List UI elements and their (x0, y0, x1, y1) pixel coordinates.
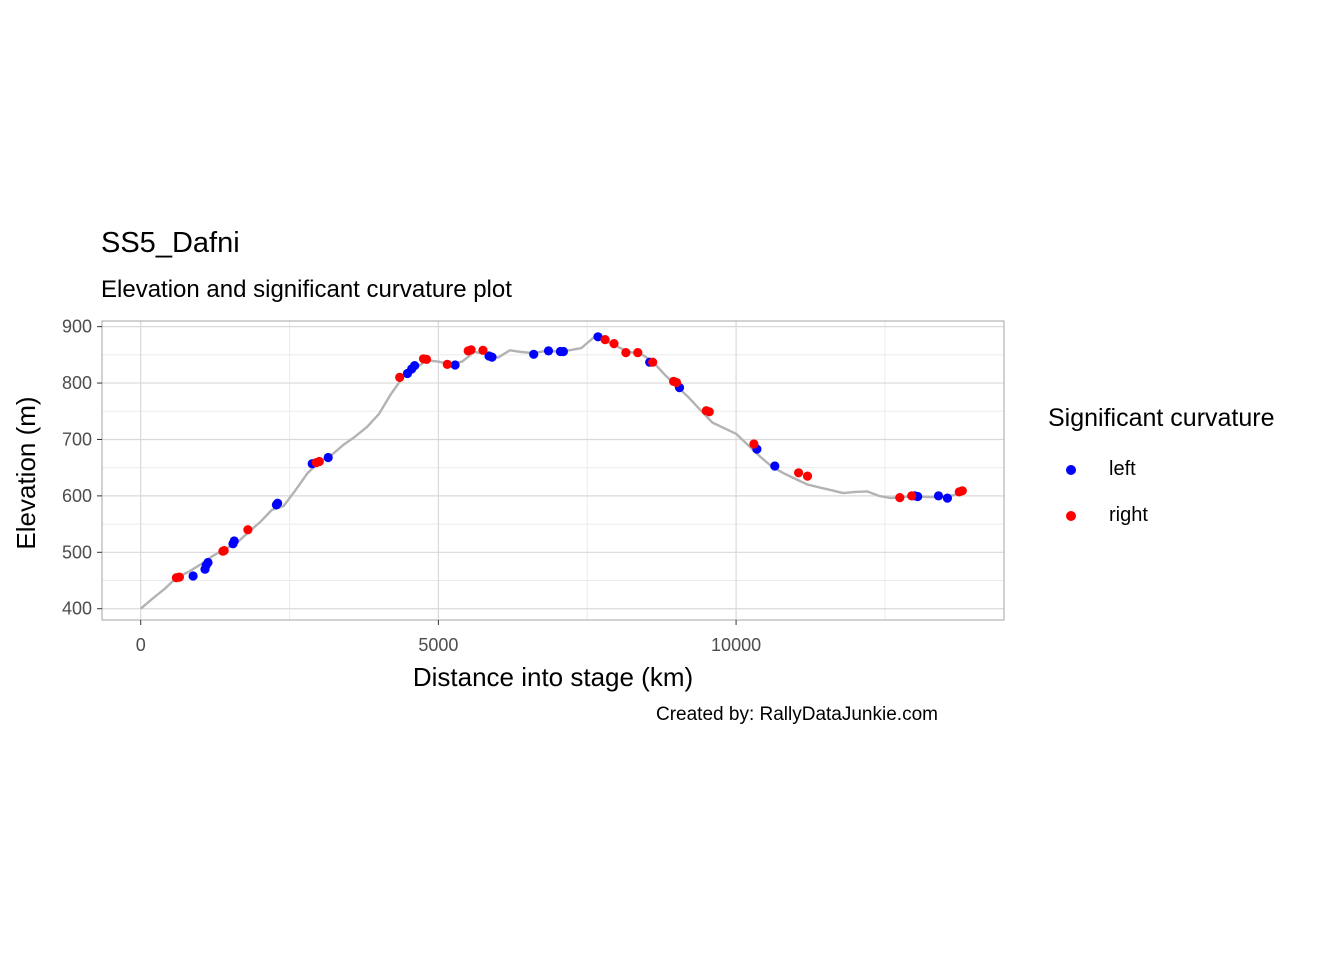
curvature-point-right (794, 468, 804, 478)
curvature-point-left (188, 571, 198, 581)
curvature-point-right (957, 486, 967, 496)
x-tick-label: 10000 (711, 635, 761, 655)
curvature-point-right (907, 491, 917, 501)
curvature-point-left (450, 360, 460, 370)
chart-title: SS5_Dafni (101, 227, 240, 259)
curvature-point-left (487, 352, 497, 362)
y-tick-label: 700 (62, 429, 92, 449)
y-tick-label: 800 (62, 373, 92, 393)
curvature-point-left (229, 536, 239, 546)
y-tick-label: 500 (62, 542, 92, 562)
curvature-point-right (749, 439, 759, 449)
curvature-point-right (243, 525, 253, 535)
chart-caption: Created by: RallyDataJunkie.com (656, 704, 938, 725)
curvature-point-left (543, 346, 554, 356)
curvature-point-right (219, 546, 229, 556)
legend-title: Significant curvature (1048, 404, 1275, 432)
y-tick-label: 400 (62, 599, 92, 619)
legend-swatch-left (1066, 465, 1076, 475)
curvature-point-right (609, 339, 619, 349)
x-axis-title: Distance into stage (km) (413, 662, 693, 692)
legend-label-left: left (1109, 458, 1136, 480)
curvature-point-left (273, 498, 283, 508)
curvature-point-right (442, 359, 452, 369)
curvature-point-left (593, 332, 603, 342)
curvature-point-right (633, 348, 643, 358)
curvature-point-right (600, 335, 610, 345)
curvature-point-right (174, 572, 184, 582)
curvature-point-left (770, 461, 780, 471)
curvature-point-right (648, 357, 658, 367)
curvature-point-right (466, 345, 476, 355)
elevation-profile-layer (139, 335, 963, 610)
y-axis-ticks: 400 500 600 700 800 900 (62, 317, 102, 619)
curvature-point-right (421, 354, 432, 364)
panel-border (101, 320, 1005, 621)
curvature-point-right (314, 456, 324, 467)
curvature-point-right (802, 471, 813, 481)
curvature-point-left (942, 493, 953, 503)
legend-label-right: right (1109, 504, 1148, 526)
chart-subtitle: Elevation and significant curvature plot (101, 276, 512, 303)
curvature-point-right (671, 377, 682, 388)
y-tick-label: 600 (62, 486, 92, 506)
curvature-point-left (529, 349, 539, 359)
curvature-point-right (895, 493, 905, 503)
curvature-point-left (323, 452, 333, 463)
y-tick-label: 900 (62, 317, 92, 337)
curvature-point-left (410, 361, 420, 371)
curvature-points-layer (171, 332, 967, 583)
legend-swatch-right (1066, 511, 1076, 521)
curvature-point-right (621, 348, 631, 358)
minor-gridlines (102, 321, 1004, 620)
x-tick-label: 5000 (418, 635, 458, 655)
y-axis-title: Elevation (m) (11, 396, 41, 549)
elevation-profile-line (139, 335, 963, 610)
x-tick-label: 0 (136, 635, 146, 655)
curvature-point-left (558, 346, 569, 357)
curvature-point-left (933, 491, 944, 501)
curvature-point-left (203, 557, 213, 568)
x-axis-ticks: 0 5000 10000 (136, 620, 761, 655)
curvature-point-right (395, 372, 405, 382)
major-gridlines (102, 321, 1004, 620)
curvature-point-right (704, 407, 714, 417)
curvature-point-right (478, 345, 488, 355)
